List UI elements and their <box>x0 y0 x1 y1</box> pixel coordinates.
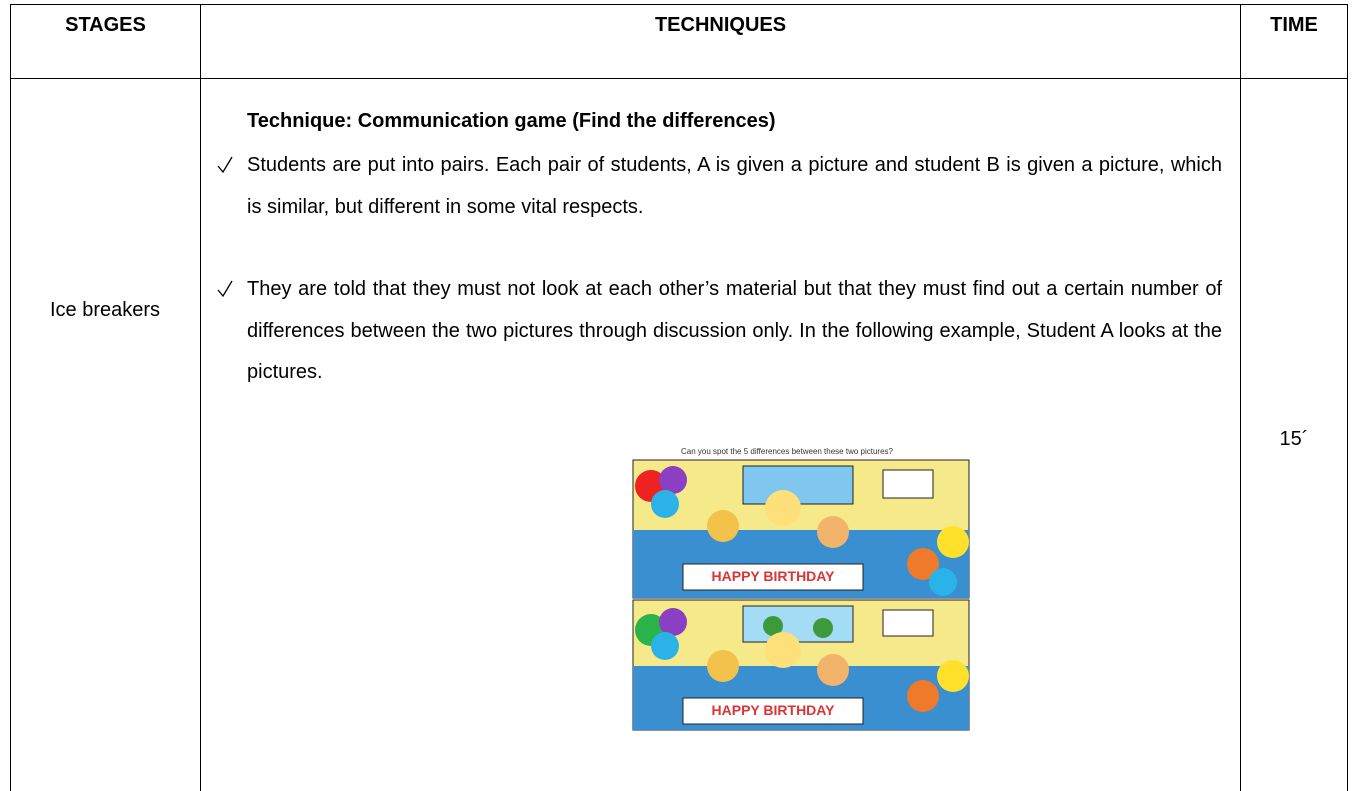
column-header: TIME <box>1270 14 1318 36</box>
table-border <box>10 4 11 791</box>
stage-cell: Ice breakers <box>49 299 161 321</box>
check-bullet <box>217 280 233 298</box>
table-border <box>10 4 1348 5</box>
picture-banner: HAPPY BIRTHDAY <box>712 702 836 718</box>
picture-caption: Can you spot the 5 differences between t… <box>681 447 894 456</box>
bullet-item: They are told that they must not look at… <box>247 278 1222 383</box>
check-bullet <box>217 156 233 174</box>
technique-title: Technique: Communication game (Find the … <box>247 110 776 132</box>
table-border <box>10 78 1348 79</box>
table-border <box>200 4 201 791</box>
picture-panel: HAPPY BIRTHDAY <box>632 599 970 731</box>
bullet-item: Students are put into pairs. Each pair o… <box>247 154 1222 218</box>
column-header: TECHNIQUES <box>654 14 787 36</box>
picture-banner: HAPPY BIRTHDAY <box>712 568 836 584</box>
time-cell: 15´ <box>1279 428 1309 450</box>
differences-picture: Can you spot the 5 differences between t… <box>632 447 970 731</box>
table-border <box>1240 4 1241 791</box>
picture-panel: HAPPY BIRTHDAY <box>632 459 970 599</box>
table-border <box>1347 4 1348 791</box>
column-header: STAGES <box>65 14 146 36</box>
